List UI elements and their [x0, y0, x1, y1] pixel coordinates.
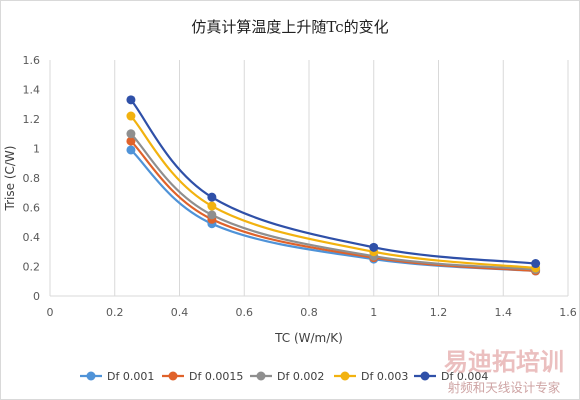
data-point [126, 129, 136, 139]
y-tick-label: 0.4 [23, 231, 41, 244]
x-tick-label: 1.2 [430, 306, 448, 319]
data-point [126, 111, 136, 121]
chart-title: 仿真计算温度上升随Tc的变化 [191, 18, 388, 36]
y-tick-label: 1.2 [23, 113, 41, 126]
data-point [126, 145, 136, 155]
data-point [531, 259, 541, 269]
series [126, 95, 541, 276]
legend-marker [420, 371, 430, 381]
legend-label: Df 0.001 [107, 370, 154, 383]
x-tick-label: 1.6 [559, 306, 577, 319]
legend-marker [256, 371, 266, 381]
y-tick-label: 1 [33, 143, 40, 156]
y-axis-title: Trise (C/W) [3, 146, 17, 212]
x-tick-label: 0.6 [236, 306, 254, 319]
series-line [130, 140, 536, 273]
legend-label: Df 0.003 [361, 370, 408, 383]
x-tick-label: 0.2 [106, 306, 124, 319]
legend-item: Df 0.004 [414, 370, 488, 383]
y-tick-label: 0.2 [23, 261, 41, 274]
legend-item: Df 0.002 [250, 370, 324, 383]
legend-item: Df 0.001 [80, 370, 154, 383]
data-point [207, 210, 217, 220]
legend: Df 0.001 Df 0.0015 Df 0.002 Df 0.003 Df 0.00… [80, 370, 488, 383]
series-line [130, 115, 536, 270]
x-tick-label: 0.8 [300, 306, 318, 319]
series-line [130, 132, 536, 271]
data-point [126, 136, 136, 146]
data-point [126, 95, 136, 105]
legend-marker [86, 371, 96, 381]
legend-label: Df 0.002 [277, 370, 324, 383]
y-tick-label: 0.8 [23, 172, 41, 185]
x-tick-label: 0.4 [171, 306, 189, 319]
legend-label: Df 0.0015 [189, 370, 243, 383]
series-line [130, 99, 536, 265]
x-tick-label: 0 [47, 306, 54, 319]
data-point [369, 242, 379, 252]
watermark: 易迪拓培训 射频和天线设计专家 [444, 348, 564, 395]
legend-item: Df 0.0015 [162, 370, 243, 383]
y-tick-label: 0.6 [23, 202, 41, 215]
series-5 [126, 95, 541, 269]
y-tick-label: 1.6 [23, 54, 41, 67]
x-tick-label: 1.4 [495, 306, 513, 319]
legend-label: Df 0.004 [441, 370, 488, 383]
watermark-sub: 射频和天线设计专家 [448, 380, 561, 395]
x-axis-title: TC (W/m/K) [274, 331, 343, 345]
legend-marker [168, 371, 178, 381]
axes: 0 0.2 0.4 0.6 0.8 1 1.2 1.4 1.6 0 0.2 0.4 0.6 0.8 1 1.2… [23, 54, 577, 319]
watermark-main: 易迪拓培训 [444, 348, 564, 376]
legend-item: Df 0.003 [334, 370, 408, 383]
legend-marker [340, 371, 350, 381]
y-tick-label: 0 [33, 290, 40, 303]
x-tick-label: 1 [370, 306, 377, 319]
data-point [207, 192, 217, 202]
y-tick-label: 1.4 [23, 84, 41, 97]
data-point [207, 201, 217, 211]
